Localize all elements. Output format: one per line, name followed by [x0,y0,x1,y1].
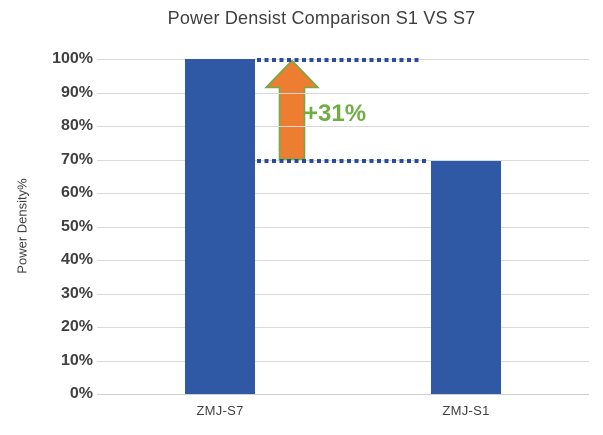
gridline [97,327,589,328]
y-tick-label: 10% [60,351,93,369]
delta-label: +31% [304,100,367,127]
gridline [97,126,589,127]
reference-line-upper [257,57,422,62]
gridline [97,193,589,194]
y-tick-label: 60% [60,184,93,201]
bar-zmj-s7 [185,59,255,394]
chart-title: Power Densist Comparison S1 VS S7 [167,8,476,28]
gridline [97,226,589,228]
y-tick-label: 100% [52,50,93,67]
gridline [97,92,589,94]
x-tick-label: ZMJ-S1 [442,403,490,418]
gridline [97,260,589,261]
gridline [97,293,589,295]
y-tick-label: 50% [60,217,93,235]
y-tick-label: 0% [69,385,93,402]
reference-line-lower [257,159,429,164]
bar-zmj-s1 [431,161,501,394]
y-tick-label: 20% [60,318,93,335]
y-axis-title: Power Density% [14,178,30,274]
x-axis-line [97,394,589,395]
x-tick-label: ZMJ-S7 [196,403,244,418]
y-tick-label: 70% [60,150,93,168]
y-tick-label: 90% [60,83,93,101]
y-tick-label: 40% [60,251,93,268]
gridline [97,360,589,362]
y-tick-label: 80% [60,117,93,134]
y-tick-label: 30% [60,284,93,302]
